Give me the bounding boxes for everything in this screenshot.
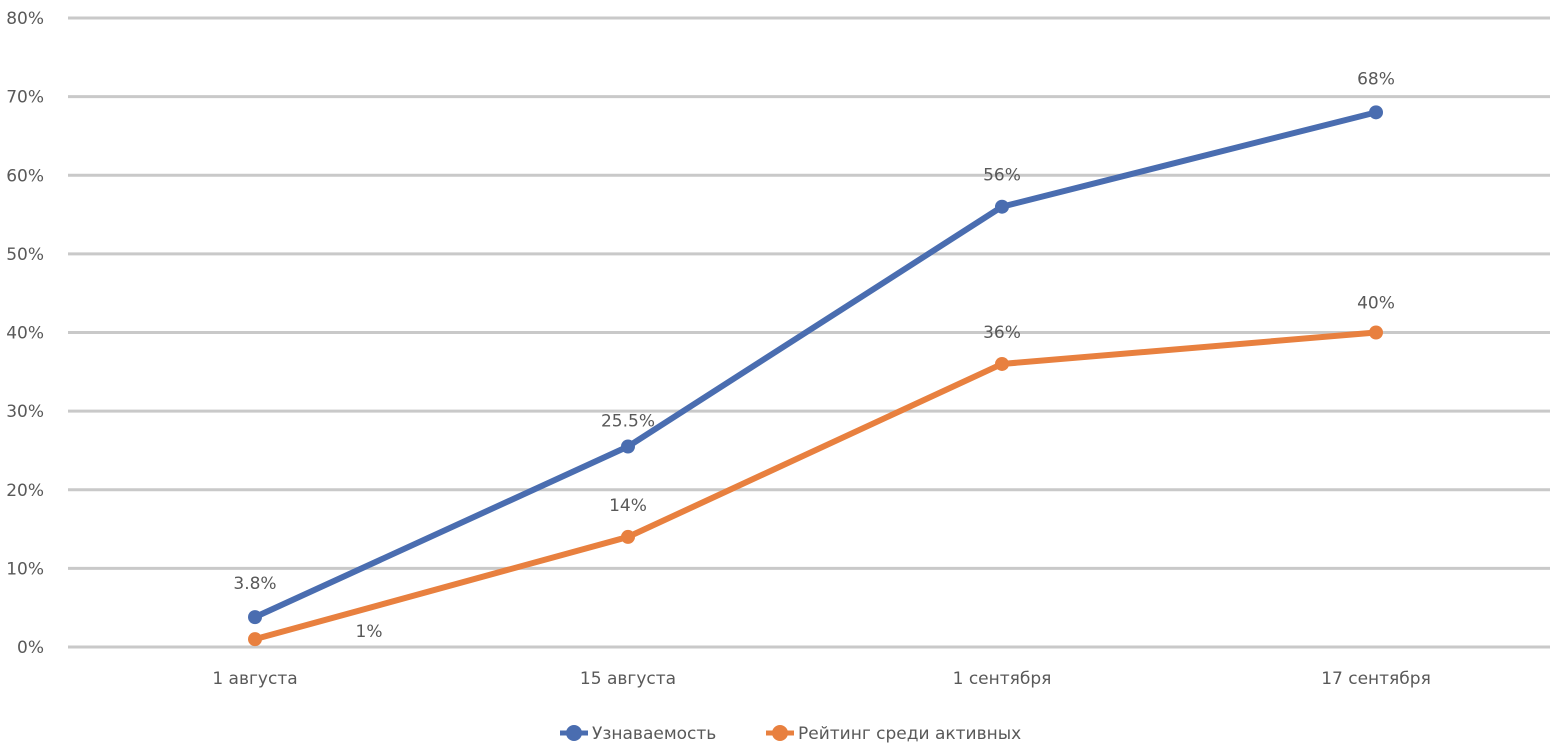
x-tick-label: 1 сентября — [953, 669, 1052, 689]
y-tick-label: 10% — [6, 559, 44, 579]
series-line — [252, 329, 1379, 643]
legend-marker — [566, 725, 582, 741]
x-tick-label: 15 августа — [580, 669, 676, 689]
data-label: 25.5% — [601, 412, 655, 432]
y-tick-label: 40% — [6, 324, 44, 344]
y-tick-label: 30% — [6, 402, 44, 422]
data-label: 36% — [983, 323, 1021, 343]
y-tick-label: 80% — [6, 9, 44, 29]
legend: Узнаваемость Рейтинг среди активных — [560, 724, 1021, 744]
data-label: 40% — [1357, 294, 1395, 314]
series-lines — [248, 105, 1383, 647]
data-point — [248, 610, 262, 625]
data-label: 56% — [983, 166, 1021, 186]
y-tick-label: 70% — [6, 88, 44, 108]
data-label: 3.8% — [233, 574, 276, 594]
data-point — [621, 439, 635, 454]
legend-marker — [772, 725, 788, 741]
x-axis-ticks: 1 августа 15 августа 1 сентября 17 сентября — [212, 669, 1430, 689]
y-tick-label: 0% — [17, 638, 44, 658]
data-point — [621, 529, 635, 544]
series-line — [252, 109, 1379, 621]
y-tick-label: 50% — [6, 245, 44, 265]
data-point — [1369, 105, 1383, 120]
y-tick-label: 60% — [6, 166, 44, 186]
data-labels: 3.8% 25.5% 56% 68% 1% 14% 36% 40% — [233, 69, 1395, 642]
data-point — [1369, 325, 1383, 340]
data-label: 14% — [609, 496, 647, 516]
data-label: 68% — [1357, 69, 1395, 89]
y-tick-label: 20% — [6, 481, 44, 501]
data-label: 1% — [356, 622, 383, 642]
legend-label: Рейтинг среди активных — [798, 724, 1021, 744]
data-point — [248, 632, 262, 647]
x-tick-label: 17 сентября — [1321, 669, 1431, 689]
y-axis-ticks: 0% 10% 20% 30% 40% 50% 60% 70% 80% — [6, 9, 44, 658]
legend-label: Узнаваемость — [592, 724, 716, 744]
x-tick-label: 1 августа — [212, 669, 297, 689]
data-point — [995, 199, 1009, 214]
data-point — [995, 356, 1009, 371]
